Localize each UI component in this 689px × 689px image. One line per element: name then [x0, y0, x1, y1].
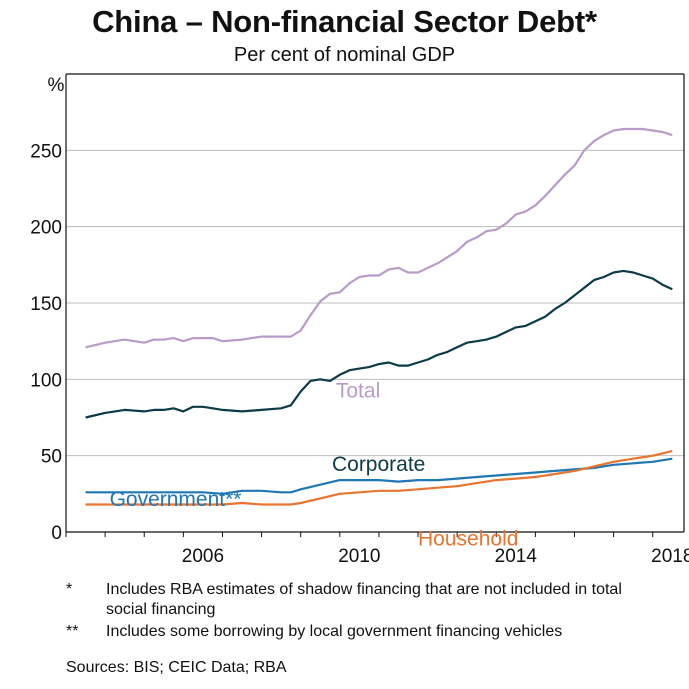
footnote: ** Includes some borrowing by local gove… [66, 622, 666, 642]
series-label: Corporate [332, 453, 425, 476]
series-line [85, 450, 673, 506]
series-label: Total [336, 380, 380, 403]
y-tick-label: 0 [51, 523, 62, 544]
y-tick-label: 50 [41, 447, 62, 468]
chart-title: China – Non-financial Sector Debt* [92, 4, 597, 39]
series-label: Government** [110, 488, 242, 511]
x-tick-label: 2006 [182, 546, 224, 567]
footnote-mark: * [66, 581, 73, 598]
x-tick-label: 2010 [338, 546, 380, 567]
series-line [85, 269, 673, 419]
line-chart: 0 50 100 150 200 250 2006 2010 2014 2018 Total Cor… [30, 73, 689, 567]
y-tick-label: 150 [30, 294, 62, 315]
x-tick-label: 2018 [651, 546, 689, 567]
footnotes: * Includes RBA estimates of shadow finan… [66, 580, 666, 644]
chart-subtitle: Per cent of nominal GDP [233, 44, 456, 66]
x-tick-label: 2014 [495, 546, 538, 567]
y-axis-unit-label: % [48, 75, 65, 96]
sources-note: Sources: BIS; CEIC Data; RBA [66, 659, 287, 676]
footnote-text: Includes RBA estimates of shadow financi… [106, 581, 622, 618]
y-tick-label: 100 [30, 370, 62, 391]
series-label: Household [418, 528, 518, 551]
footnote: * Includes RBA estimates of shadow finan… [66, 580, 666, 620]
y-tick-label: 200 [30, 218, 62, 239]
footnote-mark: ** [66, 623, 79, 640]
series-line [85, 127, 673, 349]
footnote-text: Includes some borrowing by local governm… [106, 623, 563, 640]
y-tick-label: 250 [30, 141, 62, 162]
